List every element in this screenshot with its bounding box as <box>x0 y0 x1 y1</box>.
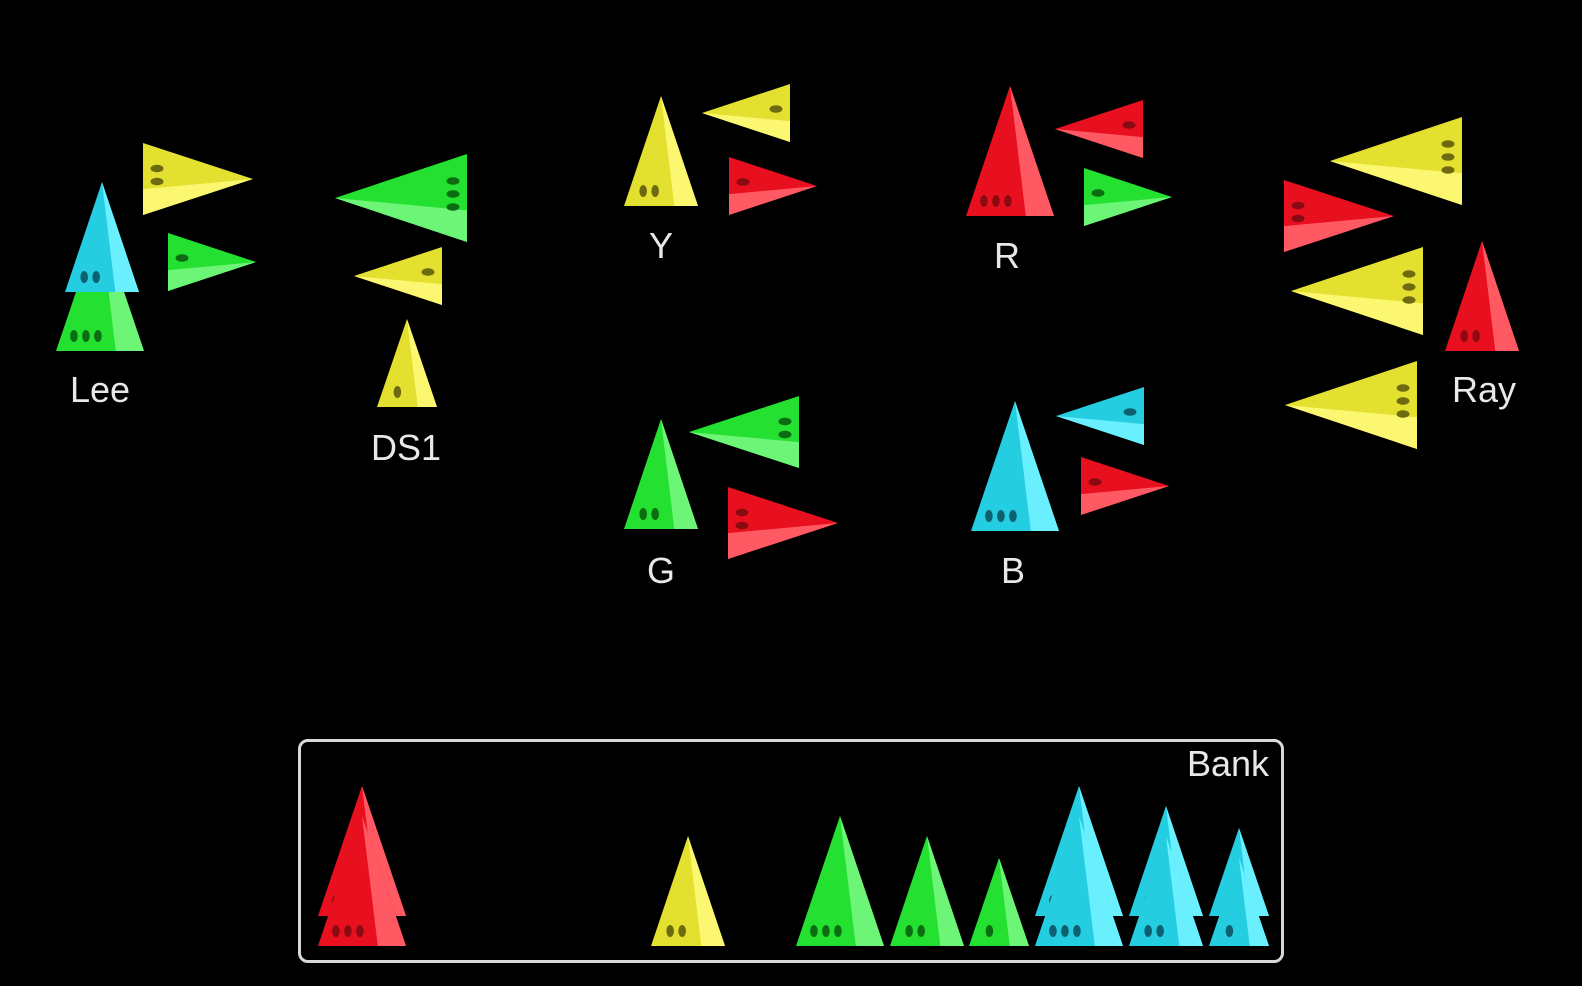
ray-ship-red[interactable] <box>1284 180 1394 252</box>
bank-panel: Bank <box>298 739 1284 963</box>
bank-stack-cyan-6[interactable] <box>1129 806 1203 946</box>
bank-stack-cyan-5[interactable] <box>1035 786 1123 946</box>
system-label-g: G <box>646 550 676 591</box>
bank-piece-green-1[interactable] <box>969 858 1029 946</box>
system-label-r: R <box>994 235 1020 276</box>
system-label-ray: Ray <box>1451 369 1517 410</box>
bank-title: Bank <box>1186 743 1269 784</box>
ds1-star-yellow[interactable] <box>377 319 437 407</box>
ray-star-red[interactable] <box>1445 241 1519 351</box>
bank-piece-green-3[interactable] <box>796 816 884 946</box>
system-label-lee: Lee <box>69 369 131 410</box>
bank-stack-green-3[interactable] <box>890 836 964 946</box>
bank-piece-green-2[interactable] <box>890 836 964 946</box>
bank-piece-red-3[interactable] <box>318 816 406 946</box>
r-star-red[interactable] <box>966 86 1054 216</box>
bank-piece-cyan-3[interactable] <box>1035 816 1123 946</box>
g-ship-red[interactable] <box>728 487 838 559</box>
bank-piece-yellow-2[interactable] <box>651 836 725 946</box>
b-ship-red[interactable] <box>1081 457 1169 515</box>
bank-piece-cyan-2[interactable] <box>1129 836 1203 946</box>
ds1-ship-green[interactable] <box>335 154 467 242</box>
g-ship-green[interactable] <box>689 396 799 468</box>
system-label-y: Y <box>648 225 674 266</box>
system-label-ds1: DS1 <box>370 427 442 468</box>
bank-stack-red-0[interactable] <box>318 786 406 946</box>
ray-ship-yellow-2[interactable] <box>1291 247 1423 335</box>
ray-ship-yellow-3[interactable] <box>1285 361 1417 449</box>
y-ship-red[interactable] <box>729 157 817 215</box>
bank-stack-green-2[interactable] <box>796 816 884 946</box>
r-ship-red[interactable] <box>1055 100 1143 158</box>
lee-ship-green[interactable] <box>168 233 256 291</box>
ds1-ship-yellow[interactable] <box>354 247 442 305</box>
b-ship-cyan[interactable] <box>1056 387 1144 445</box>
bank-stack-green-4[interactable] <box>969 858 1029 946</box>
bank-stack-cyan-7[interactable] <box>1209 828 1269 946</box>
y-ship-yellow[interactable] <box>702 84 790 142</box>
lee-star-cyan[interactable] <box>65 182 139 292</box>
bank-stack-yellow-1[interactable] <box>651 836 725 946</box>
ray-ship-yellow-1[interactable] <box>1330 117 1462 205</box>
b-star-cyan[interactable] <box>971 401 1059 531</box>
g-star-green[interactable] <box>624 419 698 529</box>
r-ship-green[interactable] <box>1084 168 1172 226</box>
bank-piece-cyan-1[interactable] <box>1209 858 1269 946</box>
y-star-yellow[interactable] <box>624 96 698 206</box>
lee-ship-yellow[interactable] <box>143 143 253 215</box>
system-label-b: B <box>1000 550 1026 591</box>
